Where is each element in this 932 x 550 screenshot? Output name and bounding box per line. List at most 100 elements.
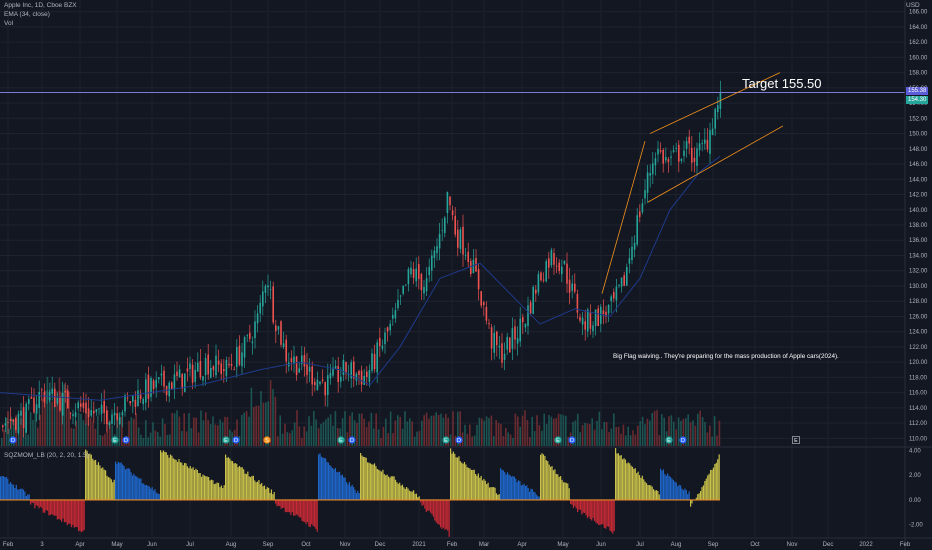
candle-body [675,148,677,150]
candle-body [464,255,467,256]
candle-body [142,399,144,405]
price-axis[interactable]: 110.00 112.00 114.00 116.00 118.00 120.00 122.… [904,0,928,550]
currency-label[interactable]: USD [906,2,920,9]
momentum-bar [519,481,521,500]
momentum-bar [144,485,146,500]
momentum-bar [366,462,369,500]
candle-body [444,217,446,234]
momentum-bar [30,499,32,505]
momentum-bar [631,466,634,500]
momentum-bar [341,474,343,500]
volume-bar [277,436,279,446]
momentum-bar [205,476,207,500]
momentum-bar [379,470,381,500]
volume-bar [205,412,207,446]
candle-body [649,172,651,176]
momentum-bar [122,464,124,500]
momentum-bar [431,499,433,515]
momentum-bar [261,482,263,500]
momentum-bar [7,478,9,500]
volume-bar [617,426,620,446]
chart-overlays[interactable] [0,72,905,401]
volume-bar [632,430,634,446]
momentum-bar [308,499,310,527]
candle-body [80,403,82,407]
momentum-bar [73,499,75,528]
candle-body [28,399,30,405]
volume-bar [17,427,20,446]
volume-bar [197,432,200,446]
volume-bar [466,434,469,446]
volume-bar [452,411,454,446]
volume-bar [685,418,687,446]
momentum-bar [562,482,565,500]
volume-bar [128,420,130,446]
volume-bar [346,432,349,446]
momentum-bar [188,468,190,500]
candle-body [639,211,641,217]
candle-body [714,108,716,129]
candle-body [392,315,394,319]
price-tick-label: 114.00 [909,406,928,412]
volume-bar [209,424,212,446]
momentum-bar [579,499,582,510]
candle-body [360,370,363,385]
event-marker-circle [348,436,356,444]
momentum-bar [570,499,572,505]
momentum-bar [105,470,107,500]
momentum-bar [116,463,118,500]
channel-upper-line [649,72,781,134]
candle-body [327,375,329,395]
candle-body [433,250,436,259]
time-tick-label: Feb [447,542,458,548]
candle-body [368,370,371,382]
volume-bar [334,411,337,446]
candle-body [607,304,610,314]
candle-body [124,395,126,412]
volume-bar [5,417,8,446]
candle-body [613,292,615,299]
volume-bar [476,424,478,446]
candle-body [644,190,646,199]
candle-body [602,310,605,315]
candle-body [93,410,95,414]
candlestick-series[interactable] [2,80,722,438]
momentum-bar [332,468,334,500]
momentum-bar [168,457,170,500]
volume-bar [106,410,109,446]
candle-body [553,252,555,265]
volume-bar [82,420,85,446]
price-tick-label: 142.00 [909,193,928,199]
candle-body [717,105,719,113]
candle-body [59,396,61,411]
time-axis[interactable]: Feb 3 Apr May Jun Jul Aug Sep Oct Nov Dec 2021 Feb Ma… [0,537,932,548]
note-annotation[interactable]: Big Flag waiving.. They're preparing for… [613,353,839,360]
momentum-bar [348,481,350,500]
momentum-bar [473,469,475,500]
volume-bar [524,410,526,446]
volume-bar [596,420,598,446]
momentum-bar [290,499,292,515]
momentum-bar [624,459,627,500]
volume-bar [116,413,118,446]
time-tick-label: Dec [375,542,386,548]
candle-body [436,246,438,254]
candle-body [100,404,103,414]
volume-bar [416,431,418,446]
candle-body [269,288,272,290]
momentum-bar [330,466,332,500]
momentum-bar [87,453,90,500]
volume-bar [370,412,373,446]
volume-bar [104,433,106,446]
candle-body [251,341,254,344]
volume-bar [344,411,346,446]
time-tick-label: Feb [900,542,911,548]
candle-body [308,366,311,372]
target-annotation[interactable]: Target 155.50 [742,76,822,91]
volume-bar [178,416,181,446]
momentum-bar [420,499,422,503]
candle-body [54,388,56,408]
squeeze-momentum-pane[interactable] [0,448,720,537]
